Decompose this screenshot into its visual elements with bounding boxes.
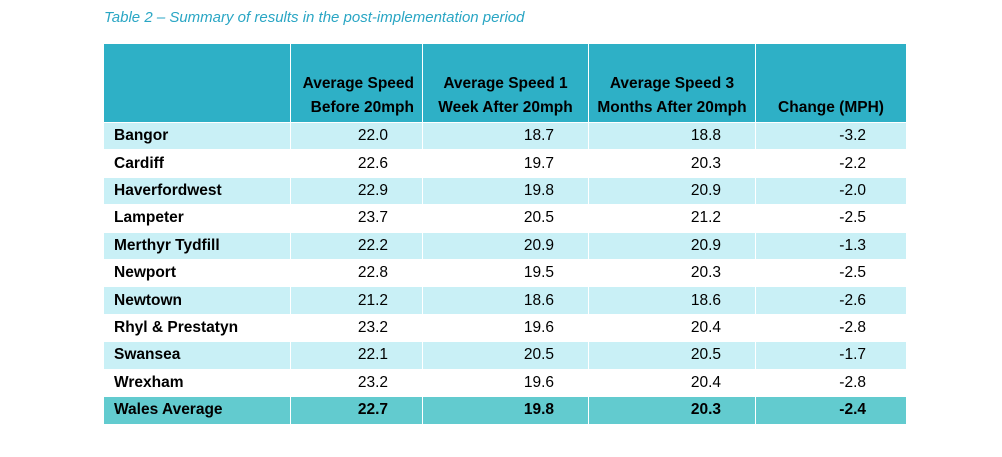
cell-change: -2.0	[755, 176, 907, 206]
cell-location: Bangor	[103, 121, 291, 151]
cell-speed-1-week: 19.5	[422, 258, 589, 288]
table-row: Bangor 22.0 18.7 18.8 -3.2	[103, 121, 907, 151]
cell-speed-1-week: 18.7	[422, 121, 589, 151]
cell-location: Wrexham	[103, 368, 291, 397]
cell-change: -2.5	[755, 258, 907, 288]
table-row: Haverfordwest 22.9 19.8 20.9 -2.0	[103, 176, 907, 206]
cell-speed-1-week: 19.6	[422, 313, 589, 343]
header-speed-1-week: Average Speed 1 Week After 20mph	[422, 43, 589, 123]
footer-speed-3-months: 20.3	[588, 395, 756, 425]
cell-speed-3-months: 20.9	[588, 176, 756, 206]
cell-speed-1-week: 19.7	[422, 149, 589, 178]
cell-speed-before: 21.2	[290, 286, 423, 315]
table-caption: Table 2 – Summary of results in the post…	[104, 9, 525, 26]
cell-speed-1-week: 20.9	[422, 231, 589, 260]
cell-speed-1-week: 19.8	[422, 176, 589, 206]
header-speed-3-months: Average Speed 3 Months After 20mph	[588, 43, 756, 123]
cell-speed-before: 23.2	[290, 368, 423, 397]
cell-speed-1-week: 19.6	[422, 368, 589, 397]
cell-speed-3-months: 20.9	[588, 231, 756, 260]
cell-location: Haverfordwest	[103, 176, 291, 206]
header-location	[103, 43, 291, 123]
cell-speed-1-week: 18.6	[422, 286, 589, 315]
cell-location: Merthyr Tydfill	[103, 231, 291, 260]
cell-speed-3-months: 18.6	[588, 286, 756, 315]
table-row: Newport 22.8 19.5 20.3 -2.5	[103, 258, 907, 288]
cell-speed-before: 23.2	[290, 313, 423, 343]
cell-speed-before: 22.0	[290, 121, 423, 151]
table-body: Bangor 22.0 18.7 18.8 -3.2 Cardiff 22.6 19.7 20.…	[103, 121, 907, 397]
cell-speed-3-months: 20.5	[588, 341, 756, 370]
footer-speed-1-week: 19.8	[422, 395, 589, 425]
footer-row-wales-average: Wales Average 22.7 19.8 20.3 -2.4	[103, 395, 907, 425]
cell-change: -2.2	[755, 149, 907, 178]
cell-change: -2.6	[755, 286, 907, 315]
table-row: Lampeter 23.7 20.5 21.2 -2.5	[103, 204, 907, 233]
table-row: Merthyr Tydfill 22.2 20.9 20.9 -1.3	[103, 231, 907, 260]
cell-speed-1-week: 20.5	[422, 204, 589, 233]
cell-location: Swansea	[103, 341, 291, 370]
cell-change: -3.2	[755, 121, 907, 151]
table-row: Swansea 22.1 20.5 20.5 -1.7	[103, 341, 907, 370]
cell-speed-3-months: 18.8	[588, 121, 756, 151]
header-speed-before: Average Speed Before 20mph	[290, 43, 423, 123]
cell-speed-3-months: 20.4	[588, 368, 756, 397]
cell-location: Rhyl & Prestatyn	[103, 313, 291, 343]
cell-location: Newtown	[103, 286, 291, 315]
header-row: Average Speed Before 20mph Average Speed…	[103, 43, 907, 123]
footer-speed-before: 22.7	[290, 395, 423, 425]
cell-change: -1.3	[755, 231, 907, 260]
cell-speed-before: 23.7	[290, 204, 423, 233]
table-row: Wrexham 23.2 19.6 20.4 -2.8	[103, 368, 907, 397]
cell-speed-3-months: 20.3	[588, 149, 756, 178]
cell-speed-3-months: 20.3	[588, 258, 756, 288]
cell-speed-3-months: 20.4	[588, 313, 756, 343]
cell-speed-before: 22.6	[290, 149, 423, 178]
cell-change: -2.5	[755, 204, 907, 233]
cell-speed-before: 22.2	[290, 231, 423, 260]
table-row: Cardiff 22.6 19.7 20.3 -2.2	[103, 149, 907, 178]
header-change: Change (MPH)	[755, 43, 907, 123]
cell-location: Lampeter	[103, 204, 291, 233]
cell-speed-3-months: 21.2	[588, 204, 756, 233]
cell-speed-1-week: 20.5	[422, 341, 589, 370]
footer-location: Wales Average	[103, 395, 291, 425]
table-row: Newtown 21.2 18.6 18.6 -2.6	[103, 286, 907, 315]
cell-speed-before: 22.8	[290, 258, 423, 288]
cell-change: -2.8	[755, 313, 907, 343]
cell-location: Newport	[103, 258, 291, 288]
table-row: Rhyl & Prestatyn 23.2 19.6 20.4 -2.8	[103, 313, 907, 343]
results-table: Average Speed Before 20mph Average Speed…	[103, 43, 907, 425]
cell-speed-before: 22.1	[290, 341, 423, 370]
cell-location: Cardiff	[103, 149, 291, 178]
cell-speed-before: 22.9	[290, 176, 423, 206]
cell-change: -1.7	[755, 341, 907, 370]
footer-change: -2.4	[755, 395, 907, 425]
cell-change: -2.8	[755, 368, 907, 397]
